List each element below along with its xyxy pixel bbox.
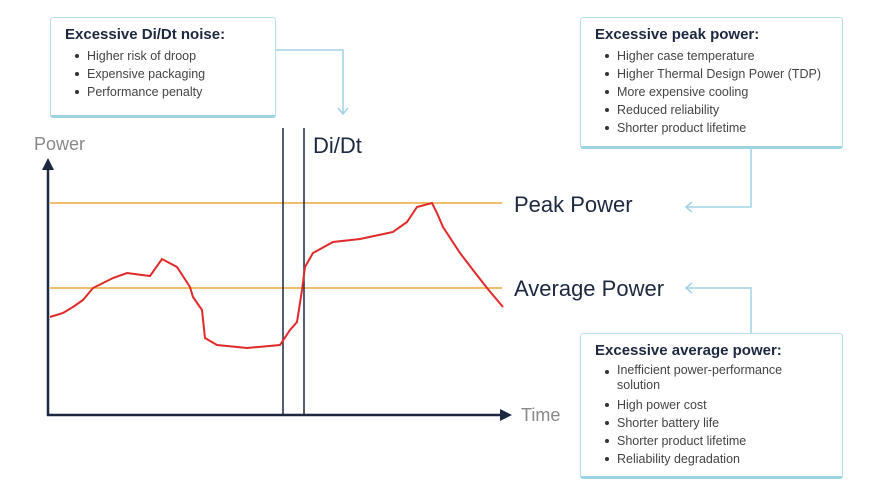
- didt-connector: [275, 49, 349, 116]
- list-item: Higher Thermal Design Power (TDP): [603, 65, 842, 83]
- peak-power-box: Excessive peak power: Higher case temper…: [580, 17, 843, 149]
- peak-connector: [684, 148, 752, 213]
- x-axis-arrow-icon: [500, 409, 512, 421]
- list-item: Inefficient power-performance solution: [603, 363, 803, 393]
- average-power-box: Excessive average power: Inefficient pow…: [580, 333, 843, 479]
- list-item: Shorter product lifetime: [603, 119, 842, 137]
- list-item: Shorter product lifetime: [603, 432, 803, 450]
- didt-noise-box: Excessive Di/Dt noise: Higher risk of dr…: [50, 17, 276, 118]
- list-item: Reliability degradation: [603, 450, 803, 468]
- peak-power-title: Excessive peak power:: [595, 26, 760, 43]
- average-connector: [684, 282, 752, 333]
- average-power-title: Excessive average power:: [595, 342, 782, 359]
- x-axis-label: Time: [521, 405, 561, 425]
- peak-power-label: Peak Power: [514, 192, 633, 217]
- list-item: Performance penalty: [73, 83, 275, 101]
- list-item: Expensive packaging: [73, 65, 275, 83]
- y-axis-label: Power: [34, 134, 86, 154]
- list-item: Shorter battery life: [603, 414, 803, 432]
- didt-label: Di/Dt: [313, 133, 362, 158]
- list-item: High power cost: [603, 396, 803, 414]
- average-power-label: Average Power: [514, 276, 665, 301]
- list-item: Reduced reliability: [603, 101, 842, 119]
- list-item: More expensive cooling: [603, 83, 842, 101]
- didt-noise-title: Excessive Di/Dt noise:: [65, 26, 226, 43]
- y-axis-arrow-icon: [42, 158, 54, 170]
- power-curve: [49, 201, 504, 350]
- list-item: Higher case temperature: [603, 47, 842, 65]
- list-item: Higher risk of droop: [73, 47, 275, 65]
